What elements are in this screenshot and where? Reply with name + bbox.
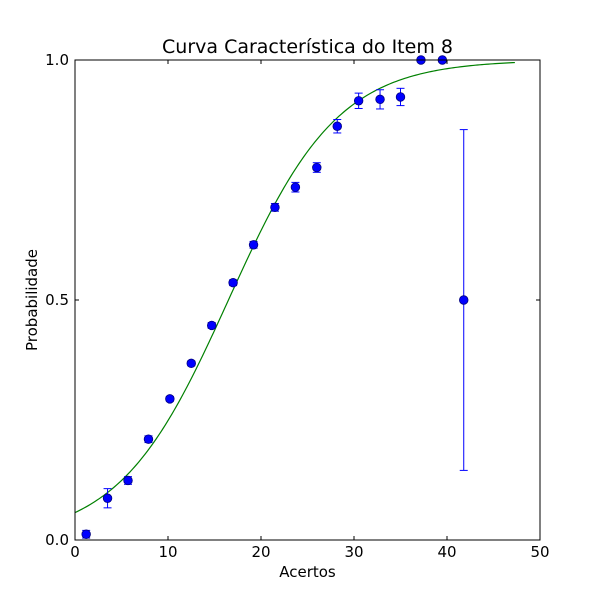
data-point [395, 92, 406, 102]
plot-area [75, 60, 540, 540]
y-tick-label: 1.0 [45, 51, 69, 69]
data-point [228, 278, 238, 288]
data-point [186, 358, 196, 369]
data-point [248, 240, 259, 250]
data-point [290, 182, 301, 192]
data-point [143, 434, 154, 444]
x-tick-label: 50 [530, 543, 549, 561]
chart-title: Curva Característica do Item 8 [162, 36, 453, 58]
data-point [459, 295, 469, 305]
fitted-curve-line [74, 61, 515, 514]
data-point [81, 529, 91, 539]
data-point [165, 394, 175, 404]
x-tick-label: 30 [344, 543, 363, 561]
data-point [332, 121, 342, 131]
data-point [375, 94, 385, 105]
tick-layer: 0 10 20 30 40 50 0.0 0.5 1.0 [45, 51, 549, 561]
y-tick-label: 0.0 [45, 531, 69, 549]
data-point [312, 162, 322, 173]
x-tick-label: 10 [158, 543, 177, 561]
fitted-curve-layer [74, 61, 515, 514]
data-point [270, 202, 280, 213]
data-point [102, 493, 113, 503]
data-point [123, 475, 133, 486]
data-point [353, 96, 364, 106]
y-tick-label: 0.5 [45, 291, 69, 309]
x-tick-label: 0 [70, 543, 80, 561]
x-tick-label: 20 [251, 543, 270, 561]
y-axis-title: Probabilidade [23, 249, 41, 351]
x-axis-title: Acertos [279, 563, 336, 581]
data-point [207, 320, 217, 331]
x-tick-label: 40 [437, 543, 456, 561]
